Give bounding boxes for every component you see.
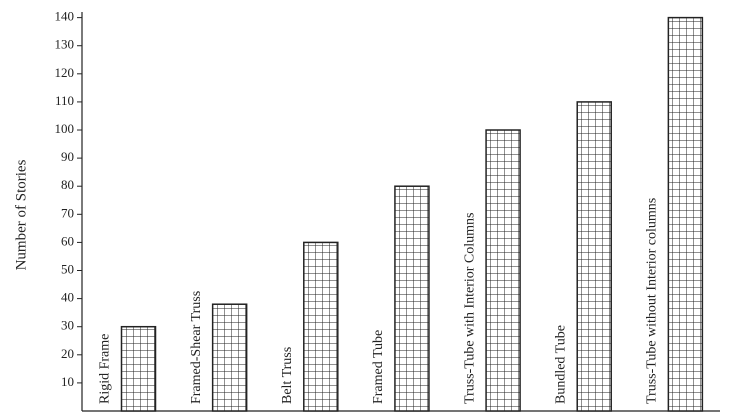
y-tick-label: 70 [61,205,74,220]
bar [394,185,430,412]
y-tick-label: 10 [61,374,74,389]
y-tick-label: 90 [61,149,74,164]
x-tick-label: Bundled Tube [553,325,568,404]
y-tick-label: 130 [55,37,75,52]
y-tick-label: 110 [55,93,74,108]
y-tick-label: 20 [61,346,74,361]
bar [211,303,248,412]
y-tick-label: 140 [55,9,75,24]
bar [303,241,339,412]
y-tick-label: 60 [61,233,74,248]
bar [120,325,157,412]
y-tick-label: 50 [61,261,74,276]
x-tick-label: Truss-Tube with Interior Columns [462,213,477,404]
y-tick-label: 80 [61,177,74,192]
x-tick-label: Framed-Shear Truss [189,291,204,404]
x-tick-label: Truss-Tube without Interior columns [645,198,660,404]
bar [667,16,704,412]
x-tick-label: Framed Tube [371,330,386,404]
y-tick-label: 40 [61,290,74,305]
y-tick-label: 100 [55,121,75,136]
x-tick-label: Belt Truss [280,347,295,404]
y-tick-label: 30 [61,318,74,333]
bar [485,129,521,412]
y-axis-label: Number of Stories [13,159,29,270]
y-tick-label: 120 [55,65,75,80]
bar [576,101,612,412]
x-tick-label: Rigid Frame [98,334,113,404]
